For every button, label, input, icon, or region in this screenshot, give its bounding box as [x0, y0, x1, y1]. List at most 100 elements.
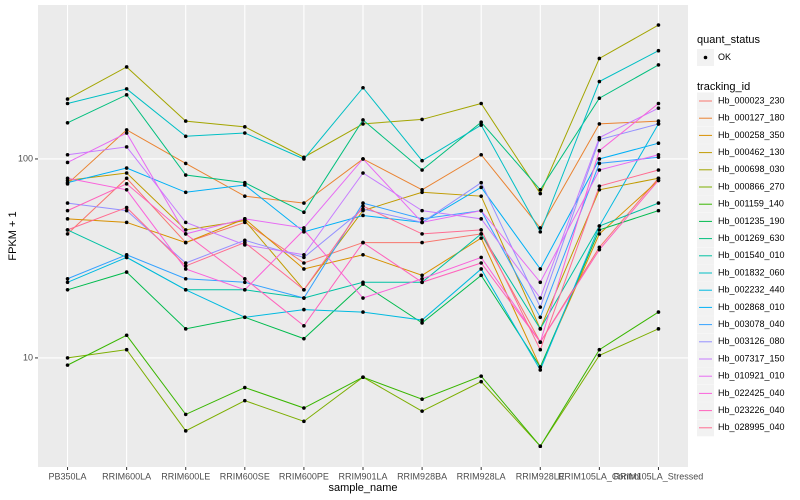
data-point [361, 240, 365, 245]
data-point [302, 252, 306, 257]
data-point [656, 63, 661, 67]
data-point [65, 217, 70, 221]
data-point [597, 187, 602, 192]
x-tick-label: PB350LA [49, 471, 87, 481]
data-point [479, 208, 483, 213]
data-point [597, 79, 602, 84]
y-axis-title: FPKM + 1 [7, 211, 19, 260]
data-point [597, 122, 602, 126]
data-point [124, 270, 129, 274]
data-point [538, 340, 543, 344]
data-point [183, 327, 188, 331]
data-point [243, 183, 247, 187]
x-tick-label: RRIM600LA [102, 471, 151, 481]
data-point [420, 232, 424, 236]
data-point [302, 296, 306, 300]
legend-label: Hb_023226_040 [718, 405, 785, 415]
legend-label: Hb_007317_150 [718, 353, 785, 363]
data-point [597, 168, 602, 172]
data-point [479, 255, 483, 260]
data-point [183, 190, 188, 195]
data-point [656, 208, 661, 213]
data-point [479, 123, 483, 127]
x-tick-label: RRIM600SE [220, 471, 270, 481]
data-point [597, 148, 602, 153]
data-point [538, 296, 543, 300]
data-point [538, 365, 543, 369]
data-point [183, 264, 188, 268]
data-point [302, 287, 306, 292]
data-point [65, 152, 70, 157]
data-point [183, 261, 188, 265]
data-point [656, 152, 661, 157]
data-point [479, 120, 483, 125]
data-point [597, 353, 602, 358]
data-point [597, 232, 602, 236]
data-point [243, 194, 247, 198]
data-point [361, 157, 365, 161]
data-point [124, 65, 129, 69]
data-point [597, 228, 602, 232]
data-point [302, 336, 306, 341]
data-point [538, 327, 543, 331]
data-point [479, 152, 483, 157]
data-point [420, 220, 424, 225]
data-point [124, 128, 129, 132]
data-point [420, 397, 424, 402]
data-point [420, 273, 424, 278]
data-point [361, 310, 365, 314]
data-point [420, 318, 424, 322]
data-point [124, 347, 129, 352]
legend-label: Hb_028995_040 [718, 422, 785, 432]
x-tick-label: RRIM105LA_Control [558, 471, 641, 481]
data-point [65, 228, 70, 232]
data-point [183, 412, 188, 417]
data-point [183, 134, 188, 139]
data-point [597, 96, 602, 101]
legend-label: Hb_010921_010 [718, 371, 785, 381]
data-point [597, 56, 602, 61]
data-point [538, 280, 543, 285]
data-point [538, 305, 543, 309]
legend-label: Hb_022425_040 [718, 388, 785, 398]
data-point [65, 180, 70, 185]
data-point [361, 213, 365, 218]
data-point [361, 207, 365, 211]
data-point [124, 171, 129, 175]
legend-label: Hb_001235_190 [718, 216, 785, 226]
data-point [420, 217, 424, 221]
data-point [361, 204, 365, 208]
data-point [656, 48, 661, 53]
data-point [124, 255, 129, 260]
data-point [656, 155, 661, 160]
x-tick-label: RRIM600PE [279, 471, 329, 481]
data-point [65, 232, 70, 236]
data-point [302, 261, 306, 265]
legend-label: Hb_002868_010 [718, 302, 785, 312]
data-point [243, 217, 247, 221]
data-point [479, 261, 483, 265]
data-point [420, 190, 424, 195]
y-tick-label: 10 [23, 352, 33, 362]
data-point [656, 201, 661, 205]
data-point [420, 240, 424, 245]
data-point [243, 287, 247, 292]
x-tick-label: RRIM105LA_Stressed [614, 471, 704, 481]
data-point [65, 201, 70, 205]
data-point [243, 276, 247, 281]
data-point [65, 208, 70, 213]
data-point [656, 168, 661, 172]
data-point [65, 287, 70, 292]
data-point [479, 379, 483, 384]
data-point [420, 321, 424, 325]
data-point [302, 406, 306, 410]
data-point [302, 324, 306, 328]
data-point [538, 226, 543, 230]
data-point [420, 168, 424, 172]
data-point [183, 240, 188, 245]
data-point [538, 315, 543, 320]
data-point [420, 187, 424, 192]
data-point [243, 385, 247, 390]
data-point [361, 252, 365, 257]
